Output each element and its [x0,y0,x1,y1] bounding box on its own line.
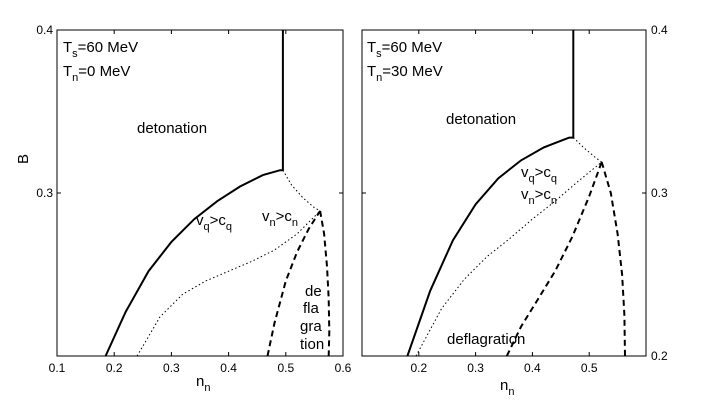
left-panel: 0.1 0.2 0.3 0.4 0.5 0.60.30.4 B nn Ts=60 MeV … [15,23,352,394]
y-tick-label: 0.4 [651,23,668,37]
x-tick-label: 0.6 [335,361,352,375]
right-panel: 0.2 0.3 0.4 0.5 0.2 0.3 0.4 nn Ts=60 MeV Tn=30… [361,23,668,398]
right-xlabel: nn [500,377,514,398]
right-series [406,30,626,357]
right-vq-condition: vq>cq [521,164,557,185]
right-param-tn: Tn=30 MeV [367,63,443,84]
series-line [600,161,626,357]
right-param-ts: Ts=60 MeV [367,39,442,60]
series-line [406,30,575,357]
left-vq-condition: vq>cq [196,212,232,233]
left-ticks: 0.1 0.2 0.3 0.4 0.5 0.6 0.3 0.4 [36,23,351,375]
left-deflagration-part-1: de [305,283,322,300]
x-tick-label: 0.5 [277,361,294,375]
left-vn-condition: vn>cn [262,208,298,229]
left-param-tn: Tn=0 MeV [63,63,130,84]
left-param-ts: Ts=60 MeV [63,39,138,60]
x-tick-label: 0.2 [106,361,123,375]
x-tick-label: 0.3 [467,361,484,375]
series-line [282,169,321,212]
x-tick-label: 0.3 [163,361,180,375]
x-tick-label: 0.2 [410,361,427,375]
right-deflagration-label: deflagration [447,331,525,348]
y-tick-label: 0.4 [36,23,53,37]
y-tick-label: 0.2 [651,349,668,363]
left-ylabel: B [15,154,32,164]
series-line [319,210,331,357]
series-line [415,161,603,357]
left-deflagration-part-4: tion [300,336,324,353]
x-tick-label: 0.4 [220,361,237,375]
left-detonation-label: detonation [137,120,207,137]
right-ticks: 0.2 0.3 0.4 0.5 0.2 0.3 0.4 [362,23,668,375]
y-tick-label: 0.3 [36,186,53,200]
series-line [572,137,602,163]
series-line [266,210,321,357]
x-tick-label: 0.1 [49,361,66,375]
left-xlabel: nn [196,373,210,394]
x-tick-label: 0.4 [524,361,541,375]
x-tick-label: 0.5 [581,361,598,375]
series-line [136,210,321,357]
right-vn-condition: vn>cn [521,186,557,207]
left-deflagration-part-2: fla [303,300,320,317]
series-line [505,161,603,357]
y-tick-label: 0.3 [651,186,668,200]
series-line [104,30,284,357]
left-deflagration-part-3: gra [300,318,322,335]
left-series [104,30,331,357]
right-detonation-label: detonation [446,111,516,128]
